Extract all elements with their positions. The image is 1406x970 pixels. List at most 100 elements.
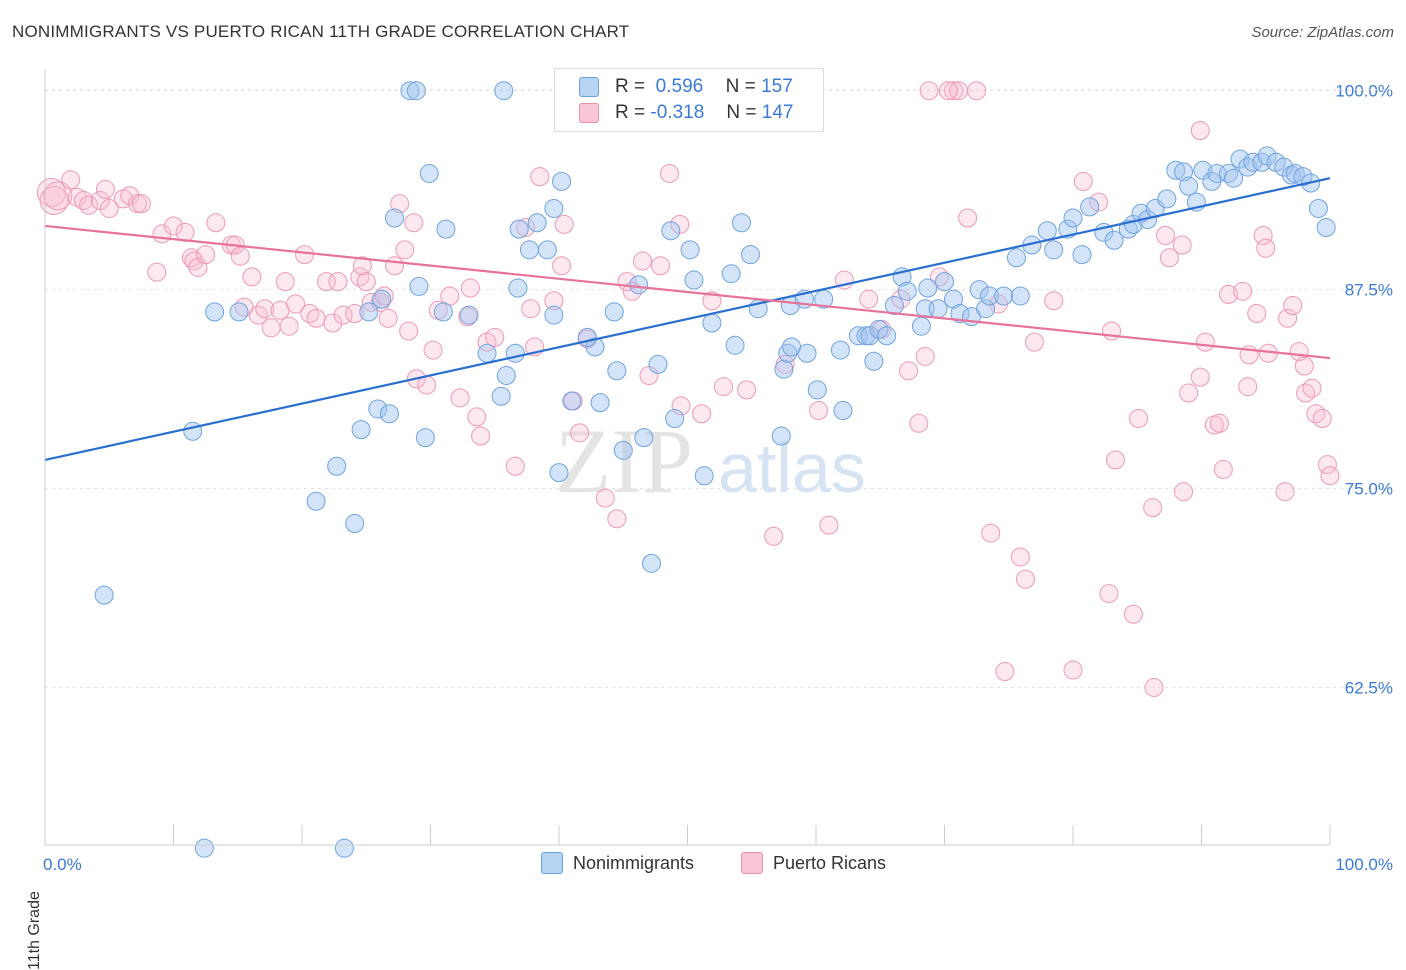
nonimmigrants-point — [642, 553, 662, 573]
puerto-ricans-point — [1156, 226, 1176, 246]
nonimmigrants-point — [869, 319, 889, 339]
nonimmigrants-point — [731, 213, 751, 233]
nonimmigrants-point — [661, 221, 681, 241]
nonimmigrants-point — [1166, 160, 1186, 180]
puerto-ricans-point — [471, 426, 491, 446]
nonimmigrants-point — [680, 240, 700, 260]
source-note: Source: ZipAtlas.com — [1251, 24, 1394, 41]
y-axis-label: 11th Grade — [26, 891, 43, 970]
puerto-ricans-point — [1238, 377, 1258, 397]
nonimmigrants-point — [897, 281, 917, 301]
puerto-ricans-point — [1143, 498, 1163, 518]
nonimmigrants-point — [774, 359, 794, 379]
nonimmigrants-point — [1157, 189, 1177, 209]
legend-r-label: R = — [615, 76, 646, 97]
puerto-ricans-point — [230, 246, 250, 266]
nonimmigrants-point — [1179, 176, 1199, 196]
puerto-ricans-point — [279, 316, 299, 336]
legend-row-nonimmigrants: R = 0.596 N = 157 — [579, 75, 793, 99]
legend-r-label: R = — [615, 102, 646, 123]
puerto-ricans-point — [943, 81, 963, 101]
puerto-ricans-point — [1190, 120, 1210, 140]
puerto-ricans-point — [554, 214, 574, 234]
nonimmigrants-point — [1080, 197, 1100, 217]
puerto-ricans-point — [352, 256, 372, 276]
puerto-ricans-point — [395, 240, 415, 260]
puerto-ricans-point — [196, 245, 216, 265]
nonimmigrants-point — [552, 171, 572, 191]
puerto-ricans-point — [1010, 547, 1030, 567]
puerto-ricans-point — [404, 213, 424, 233]
nonimmigrants-point — [634, 428, 654, 448]
nonimmigrants-point — [1010, 286, 1030, 306]
nonimmigrants-point — [950, 303, 970, 323]
puerto-ricans-point — [345, 303, 365, 323]
nonimmigrants-point — [306, 491, 326, 511]
nonimmigrants-point — [969, 280, 989, 300]
nonimmigrants-point — [400, 81, 420, 101]
puerto-ricans-point — [570, 423, 590, 443]
nonimmigrants-point — [359, 302, 379, 322]
nonimmigrants-point — [94, 585, 114, 605]
puerto-ricans-point — [275, 272, 295, 292]
puerto-ricans-point — [61, 170, 81, 190]
nonimmigrants-point — [372, 289, 392, 309]
puerto-ricans-point — [1312, 409, 1332, 429]
nonimmigrants-point — [229, 302, 249, 322]
puerto-ricans-point — [958, 208, 978, 228]
nonimmigrants-point — [327, 456, 347, 476]
x-tick-label: 100.0% — [1335, 855, 1393, 874]
puerto-ricans-point — [1099, 584, 1119, 604]
nonimmigrants-point — [436, 219, 456, 239]
puerto-ricans-point — [1089, 192, 1109, 212]
nonimmigrants-point — [406, 81, 426, 101]
puerto-ricans-point — [1278, 308, 1298, 328]
puerto-ricans-point — [467, 407, 487, 427]
puerto-ricans-point — [261, 318, 281, 338]
nonimmigrants-point — [527, 213, 547, 233]
puerto-ricans-point — [1190, 367, 1210, 387]
y-tick-label: 87.5% — [1345, 281, 1393, 300]
nonimmigrants-point — [694, 466, 714, 486]
nonimmigrants-point — [537, 240, 557, 260]
puerto-ricans-point — [702, 291, 722, 311]
nonimmigrants-trend-line — [44, 177, 1331, 461]
puerto-ricans-point — [595, 488, 615, 508]
nonimmigrants-point — [577, 327, 597, 347]
x-tick-label: 0.0% — [43, 855, 82, 874]
nonimmigrants-point — [979, 286, 999, 306]
nonimmigrants-point — [833, 401, 853, 421]
puerto-ricans-point — [390, 194, 410, 214]
puerto-ricans-point — [43, 181, 73, 211]
puerto-ricans-point — [1174, 482, 1194, 502]
scatter-chart: 100.0% 87.5% 75.0% 62.5% ZIP atlas 0.0% 100.… — [36, 70, 1395, 874]
nonimmigrants-point — [702, 313, 722, 333]
nonimmigrants-point — [1037, 221, 1057, 241]
nonimmigrants-point — [1316, 218, 1336, 238]
puerto-ricans-point — [99, 198, 119, 218]
nonimmigrants-point — [1308, 198, 1328, 218]
puerto-ricans-point — [1172, 235, 1192, 255]
nonimmigrants-point — [665, 409, 685, 429]
nonimmigrants-point — [1274, 157, 1294, 177]
nonimmigrants-point — [684, 270, 704, 290]
puerto-ricans-point — [859, 289, 879, 309]
puerto-ricans-point — [1105, 450, 1125, 470]
puerto-ricans-point — [328, 272, 348, 292]
nonimmigrants-point — [183, 421, 203, 441]
puerto-ricans-point — [909, 413, 929, 433]
nonimmigrants-point — [725, 335, 745, 355]
legend-swatch-blue — [579, 77, 599, 97]
puerto-ricans-point — [458, 307, 478, 327]
nonimmigrants-point — [1174, 162, 1194, 182]
puerto-ricans-point — [919, 81, 939, 101]
puerto-ricans-point — [938, 81, 958, 101]
nonimmigrants-point — [976, 299, 996, 319]
puerto-ricans-point — [417, 375, 437, 395]
puerto-ricans-point — [995, 662, 1015, 682]
nonimmigrants-point — [544, 198, 564, 218]
nonimmigrants-point — [508, 278, 528, 298]
bottom-legend-swatch-pink — [741, 852, 763, 874]
puerto-ricans-point — [521, 299, 541, 319]
puerto-ricans-point — [660, 163, 680, 183]
